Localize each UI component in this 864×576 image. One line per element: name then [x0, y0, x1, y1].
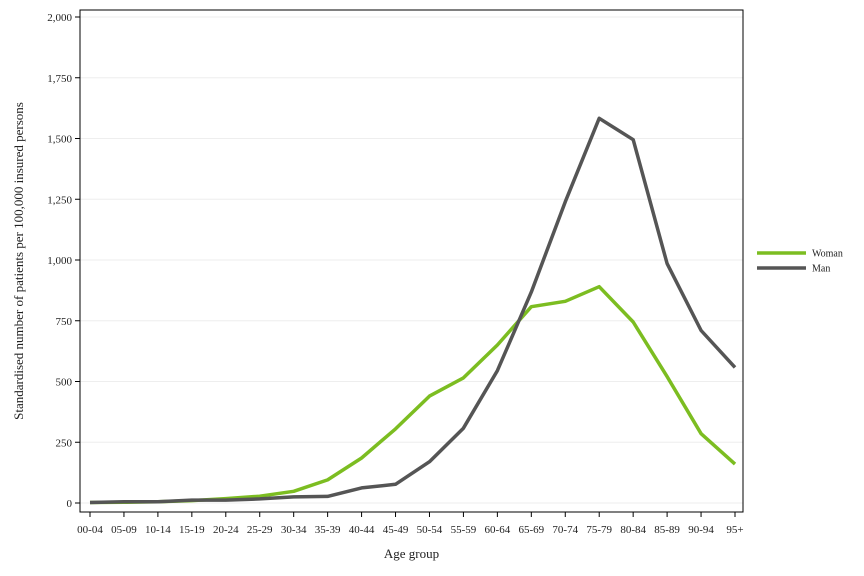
- x-tick-label: 40-44: [349, 524, 375, 536]
- x-tick-label: 05-09: [111, 524, 137, 536]
- grid-lines: [80, 16, 743, 504]
- y-tick-label: 750: [56, 316, 73, 328]
- series-lines: [89, 116, 737, 505]
- y-tick-label: 1,750: [47, 73, 72, 85]
- x-tick-label: 85-89: [654, 524, 680, 536]
- x-tick-label: 95+: [726, 524, 743, 536]
- x-tick-label: 80-84: [620, 524, 646, 536]
- x-tick-label: 60-64: [485, 524, 511, 536]
- x-tick-label: 10-14: [145, 524, 171, 536]
- x-tick-label: 70-74: [552, 524, 578, 536]
- x-tick-label: 25-29: [247, 524, 273, 536]
- series-line-man: [89, 116, 737, 505]
- y-tick-label: 1,000: [47, 255, 72, 267]
- y-tick-label: 2,000: [47, 12, 72, 24]
- legend-label-man: Man: [812, 264, 830, 275]
- y-tick-label: 1,250: [47, 194, 72, 206]
- y-tick-label: 0: [67, 498, 73, 510]
- x-tick-label: 45-49: [383, 524, 409, 536]
- x-tick-label: 00-04: [77, 524, 103, 536]
- x-axis-title: Age group: [384, 546, 439, 561]
- legend: Woman Man: [757, 249, 843, 275]
- x-tick-label: 75-79: [586, 524, 612, 536]
- x-tick-label: 15-19: [179, 524, 205, 536]
- y-axis-title: Standardised number of patients per 100,…: [11, 102, 26, 420]
- x-tick-label: 20-24: [213, 524, 239, 536]
- y-tick-label: 1,500: [47, 134, 72, 146]
- x-tick-label: 90-94: [688, 524, 714, 536]
- y-tick-label: 250: [56, 437, 73, 449]
- y-tick-label: 500: [56, 377, 73, 389]
- plot-area-frame: [79, 9, 744, 513]
- x-axis: 00-04 05-09 10-14 15-19 20-24 25-29 30-34 35-39…: [77, 512, 744, 536]
- x-tick-label: 30-34: [281, 524, 307, 536]
- x-tick-label: 35-39: [315, 524, 341, 536]
- legend-label-woman: Woman: [812, 249, 843, 260]
- x-tick-label: 65-69: [518, 524, 544, 536]
- x-tick-label: 55-59: [451, 524, 477, 536]
- y-axis: 0 250 500 750 1,000 1,250 1,500 1,750 2,000: [47, 12, 80, 510]
- x-tick-label: 50-54: [417, 524, 443, 536]
